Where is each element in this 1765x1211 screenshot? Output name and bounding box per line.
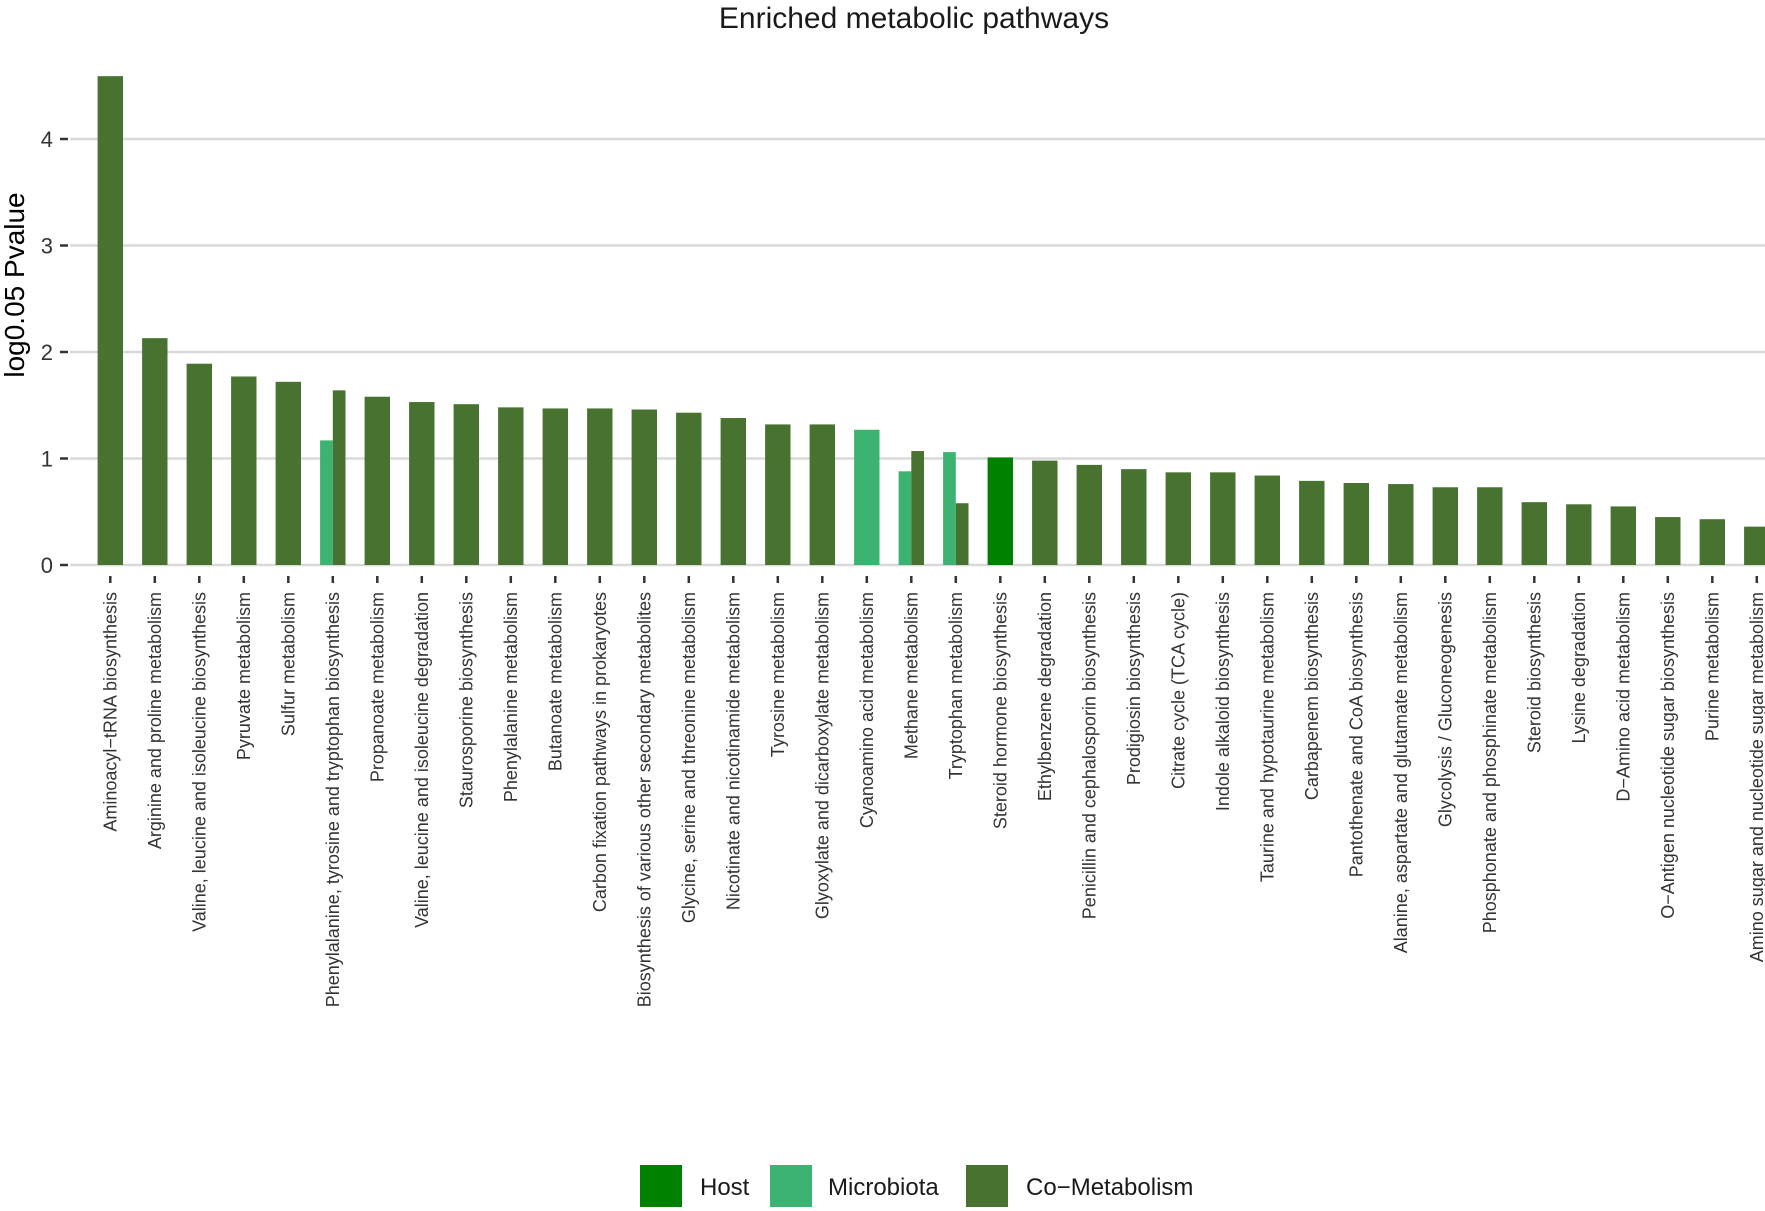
x-tick-label: Butanoate metabolism (545, 592, 565, 771)
bar (911, 451, 924, 565)
bar (1076, 464, 1102, 565)
legend: Host Microbiota Co−Metabolism (640, 1165, 1193, 1207)
bar (231, 376, 257, 565)
x-tick-label: Staurosporine biosynthesis (456, 592, 476, 808)
legend-label: Microbiota (828, 1174, 939, 1201)
legend-key (770, 1165, 812, 1207)
legend-label: Host (700, 1174, 750, 1201)
bar (1254, 475, 1280, 565)
y-tick-label: 2 (41, 340, 53, 365)
x-tick-label: Pantothenate and CoA biosynthesis (1346, 592, 1366, 877)
x-tick-label: Arginine and proline metabolism (145, 592, 165, 849)
legend-key (966, 1165, 1008, 1207)
bar (1655, 517, 1681, 565)
x-tick-label: Ethylbenzene degradation (1035, 592, 1055, 801)
x-tick-label: Phenylalanine, tyrosine and tryptophan b… (323, 592, 343, 1007)
x-tick-label: Biosynthesis of various other secondary … (634, 592, 654, 1007)
bar (898, 471, 912, 565)
x-tick-label: Valine, leucine and isoleucine biosynthe… (189, 592, 209, 932)
y-tick-label: 3 (41, 234, 53, 259)
bar (765, 424, 791, 565)
x-tick-label: D−Amino acid metabolism (1613, 592, 1633, 802)
bar (943, 452, 956, 565)
x-tick-label: Steroid biosynthesis (1524, 592, 1544, 753)
bar (676, 412, 702, 565)
bar (1210, 472, 1236, 565)
legend-label: Co−Metabolism (1026, 1174, 1193, 1201)
bar (720, 418, 746, 565)
bar (320, 440, 333, 565)
x-tick-label: Phosphonate and phosphinate metabolism (1480, 592, 1500, 933)
bar (1032, 460, 1058, 565)
y-axis-ticks: 0 1 2 3 4 (41, 127, 68, 578)
bar (955, 503, 969, 565)
bar (1744, 526, 1765, 565)
legend-key (640, 1165, 682, 1207)
y-tick-label: 1 (41, 447, 53, 472)
bar (1165, 472, 1191, 565)
x-tick-label: Cyanoamino acid metabolism (857, 592, 877, 828)
bar (1610, 506, 1636, 565)
x-tick-label: Sulfur metabolism (278, 592, 298, 736)
x-tick-label: Pyruvate metabolism (234, 592, 254, 760)
x-tick-label: Glyoxylate and dicarboxylate metabolism (812, 592, 832, 919)
bar (631, 409, 657, 565)
x-tick-label: Steroid hormone biosynthesis (990, 592, 1010, 829)
x-tick-label: Tyrosine metabolism (768, 592, 788, 757)
bar (186, 363, 212, 565)
bar (332, 390, 346, 565)
bar (1699, 519, 1725, 565)
bar (97, 76, 123, 565)
x-tick-label: Carbapenem biosynthesis (1302, 592, 1322, 800)
x-tick-label: Carbon fixation pathways in prokaryotes (590, 592, 610, 912)
x-tick-label: Lysine degradation (1569, 592, 1589, 743)
x-axis-ticks: Aminoacyl−tRNA biosynthesis Arginine and … (100, 576, 1765, 1007)
bar (1299, 480, 1325, 565)
bar (142, 338, 168, 565)
bar (1521, 502, 1547, 565)
bar (854, 429, 880, 565)
bar (275, 381, 301, 565)
x-tick-label: Glycine, serine and threonine metabolism (679, 592, 699, 923)
y-axis-label: log0.05 Pvalue (0, 192, 30, 377)
x-tick-label: Prodigiosin biosynthesis (1124, 592, 1144, 785)
bar (364, 396, 390, 565)
y-tick-label: 4 (41, 127, 53, 152)
bar (542, 408, 568, 565)
bar (498, 407, 524, 565)
x-tick-label: Amino sugar and nucleotide sugar metabol… (1747, 592, 1765, 962)
x-tick-label: Tryptophan metabolism (946, 592, 966, 779)
bar (587, 408, 613, 565)
x-tick-label: Alanine, aspartate and glutamate metabol… (1391, 592, 1411, 953)
x-tick-label: Phenylalanine metabolism (501, 592, 521, 802)
bars (97, 76, 1765, 565)
x-tick-label: Taurine and hypotaurine metabolism (1257, 592, 1277, 882)
x-tick-label: Indole alkaloid biosynthesis (1213, 592, 1233, 811)
bar (409, 402, 435, 565)
x-tick-label: Valine, leucine and isoleucine degradati… (412, 592, 432, 928)
x-tick-label: O−Antigen nucleotide sugar biosynthesis (1658, 592, 1678, 919)
bar (1477, 487, 1503, 565)
bar (809, 424, 835, 565)
x-tick-label: Aminoacyl−tRNA biosynthesis (100, 592, 120, 832)
x-tick-label: Nicotinate and nicotinamide metabolism (723, 592, 743, 910)
x-tick-label: Purine metabolism (1702, 592, 1722, 741)
bar (1388, 484, 1414, 565)
chart-title: Enriched metabolic pathways (719, 2, 1109, 35)
x-tick-label: Citrate cycle (TCA cycle) (1168, 592, 1188, 789)
x-tick-label: Penicillin and cephalosporin biosynthesi… (1079, 592, 1099, 919)
bar (1121, 469, 1147, 565)
x-tick-label: Glycolysis / Gluconeogenesis (1435, 592, 1455, 827)
bar (1343, 482, 1369, 565)
bar (1432, 487, 1458, 565)
x-tick-label: Propanoate metabolism (367, 592, 387, 782)
y-tick-label: 0 (41, 553, 53, 578)
bar (987, 457, 1013, 565)
bar (453, 404, 479, 565)
bar (1566, 504, 1592, 565)
x-tick-label: Methane metabolism (901, 592, 921, 759)
